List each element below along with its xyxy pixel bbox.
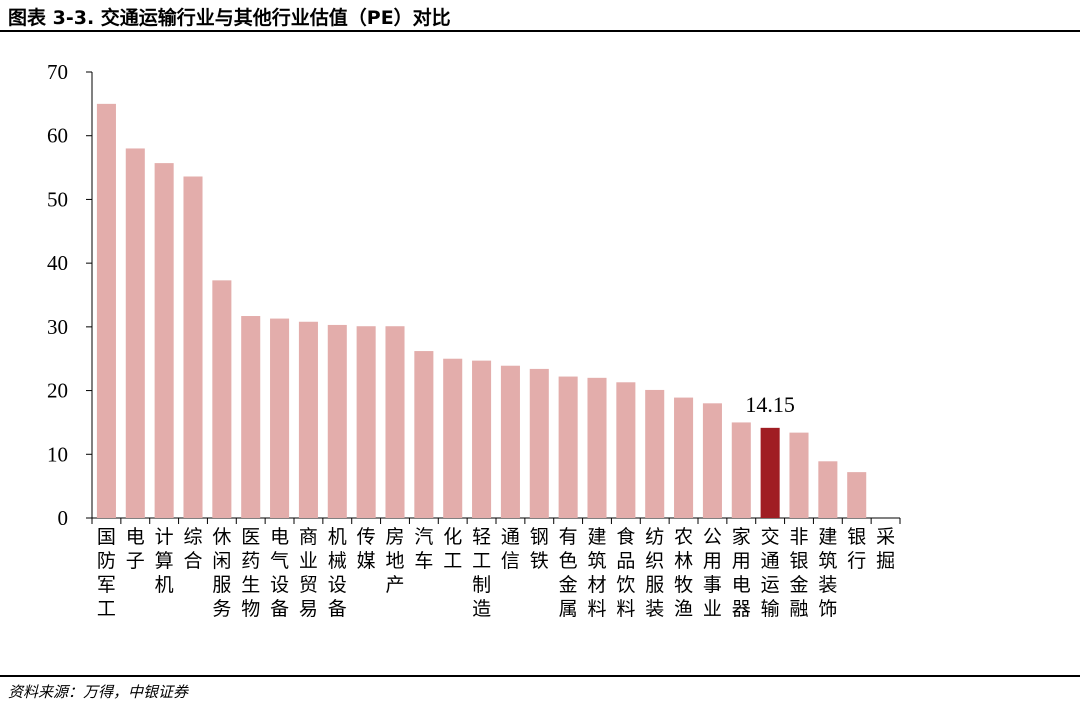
x-tick-label: 采掘 bbox=[876, 526, 895, 572]
bar bbox=[529, 368, 549, 518]
y-tick-label: 0 bbox=[58, 506, 69, 530]
y-tick-label: 20 bbox=[47, 379, 68, 403]
bar bbox=[789, 432, 809, 518]
data-label: 14.15 bbox=[745, 392, 795, 417]
x-tick-label: 医药生物 bbox=[241, 527, 260, 620]
title-rule bbox=[0, 30, 1080, 32]
bar bbox=[327, 324, 347, 518]
x-tick-label: 化工 bbox=[443, 526, 462, 572]
x-tick-label: 有色金属 bbox=[559, 526, 578, 620]
y-tick-label: 30 bbox=[47, 315, 68, 339]
bar bbox=[500, 365, 520, 518]
source-note: 资料来源：万得，中银证券 bbox=[8, 683, 189, 701]
x-tick-label: 电气设备 bbox=[270, 526, 289, 620]
bar bbox=[298, 321, 318, 518]
x-tick-label: 农林牧渔 bbox=[674, 526, 693, 620]
source-rule bbox=[0, 675, 1080, 677]
bar bbox=[183, 176, 203, 518]
x-tick-label: 房地产 bbox=[385, 526, 404, 596]
x-tick-label: 家用电器 bbox=[732, 526, 751, 620]
bar bbox=[702, 403, 722, 518]
x-tick-label: 计算机 bbox=[155, 526, 174, 596]
x-tick-label: 建筑装饰 bbox=[818, 526, 837, 620]
y-tick-label: 50 bbox=[47, 187, 68, 211]
x-tick-label: 食品饮料 bbox=[616, 526, 635, 620]
bar bbox=[587, 377, 607, 518]
bar bbox=[212, 280, 232, 518]
y-tick-label: 60 bbox=[47, 124, 68, 148]
bar bbox=[96, 103, 116, 518]
bar bbox=[241, 316, 261, 518]
bar bbox=[414, 351, 434, 518]
bar bbox=[472, 360, 492, 518]
bar bbox=[558, 376, 578, 518]
figure-title: 图表 3-3. 交通运输行业与其他行业估值（PE）对比 bbox=[8, 7, 451, 29]
bar bbox=[443, 358, 463, 518]
bar bbox=[154, 163, 174, 518]
bar bbox=[645, 389, 665, 518]
x-tick-label: 通信 bbox=[501, 526, 520, 572]
bar bbox=[125, 148, 145, 518]
y-tick-label: 40 bbox=[47, 251, 68, 275]
bar bbox=[674, 397, 694, 518]
x-tick-label: 电子 bbox=[126, 526, 145, 572]
x-tick-label: 综合 bbox=[183, 526, 202, 572]
bar bbox=[818, 461, 838, 518]
x-tick-label: 银行 bbox=[847, 526, 866, 572]
x-tick-label: 国防军工 bbox=[97, 527, 116, 620]
bar bbox=[385, 326, 405, 518]
x-tick-label: 商业贸易 bbox=[299, 526, 318, 620]
x-tick-label: 纺织服装 bbox=[645, 526, 664, 620]
bar bbox=[270, 318, 290, 518]
x-tick-label: 轻工制造 bbox=[472, 526, 491, 620]
x-tick-label: 汽车 bbox=[414, 526, 433, 572]
bar bbox=[356, 326, 376, 518]
x-tick-label: 建筑材料 bbox=[587, 526, 606, 620]
x-tick-label: 非银金融 bbox=[789, 526, 808, 620]
x-tick-label: 传媒 bbox=[357, 526, 376, 572]
x-tick-label: 公用事业 bbox=[703, 527, 722, 620]
pe-bar-chart: 0 10 20 30 40 50 60 70 国防军工电子计算机综合休闲服务医药生物电气设备商业… bbox=[47, 60, 901, 620]
x-tick-label: 钢铁 bbox=[530, 526, 549, 572]
bar bbox=[847, 472, 867, 518]
y-tick-label: 10 bbox=[47, 442, 68, 466]
x-tick-label: 休闲服务 bbox=[212, 526, 231, 620]
y-tick-label: 70 bbox=[47, 60, 68, 84]
bar-highlight bbox=[760, 427, 780, 518]
x-tick-label: 交通运输 bbox=[761, 526, 780, 620]
bar bbox=[731, 422, 751, 518]
x-tick-label: 机械设备 bbox=[328, 526, 347, 620]
bar bbox=[616, 382, 636, 518]
